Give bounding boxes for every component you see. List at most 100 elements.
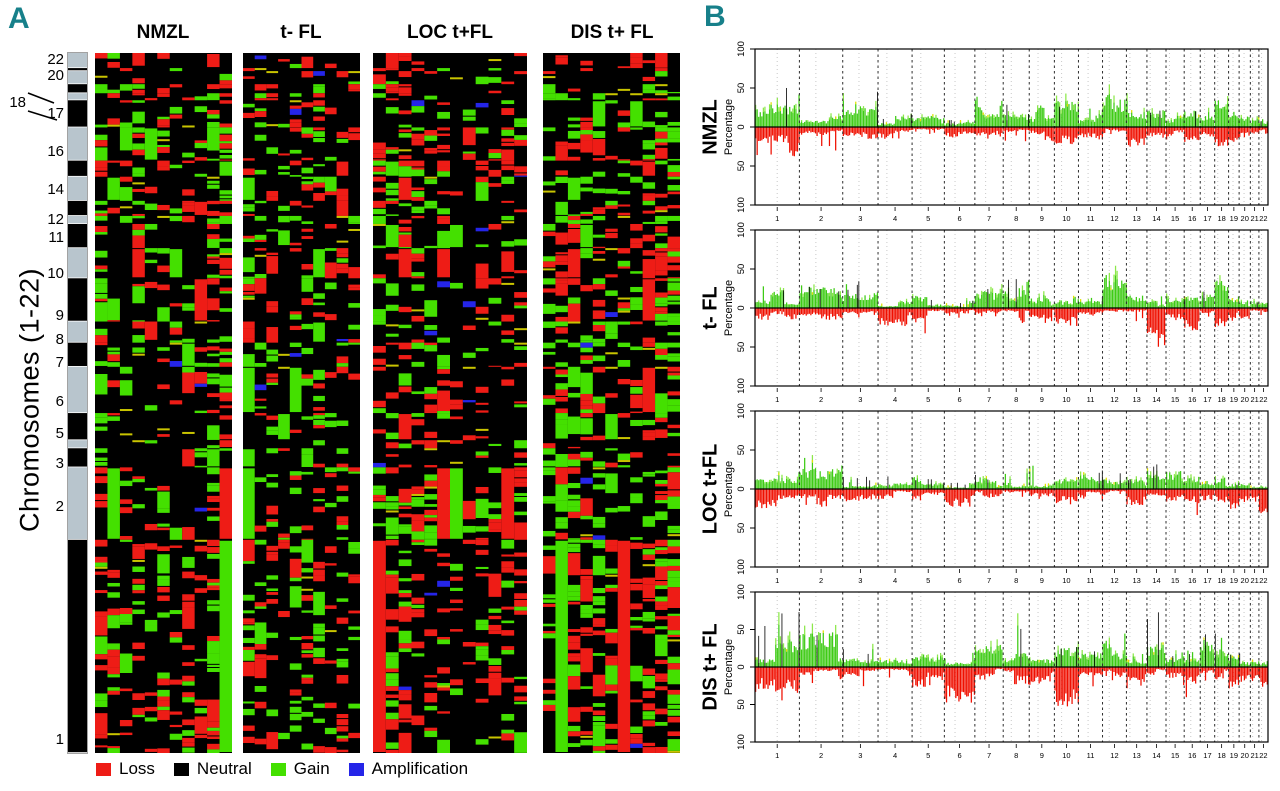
svg-text:17: 17 bbox=[1203, 576, 1211, 585]
chromosome-label: 22 bbox=[47, 51, 64, 68]
chromosome-label: 10 bbox=[47, 265, 64, 282]
chromosome-label: 16 bbox=[47, 143, 64, 160]
svg-text:100: 100 bbox=[737, 197, 747, 213]
svg-text:20: 20 bbox=[1241, 395, 1249, 404]
svg-text:19: 19 bbox=[1230, 576, 1238, 585]
chromosome-label: 9 bbox=[55, 307, 64, 324]
svg-text:18: 18 bbox=[1217, 395, 1225, 404]
svg-text:20: 20 bbox=[1241, 576, 1249, 585]
svg-text:50: 50 bbox=[737, 342, 747, 353]
legend-label: Neutral bbox=[196, 759, 252, 778]
plot-group-label: t- FL bbox=[699, 286, 722, 330]
gain-swatch bbox=[270, 762, 286, 776]
svg-text:100: 100 bbox=[737, 559, 747, 575]
svg-text:21: 21 bbox=[1250, 576, 1258, 585]
svg-text:22: 22 bbox=[1259, 576, 1267, 585]
heatmap-LOCt+FL bbox=[373, 53, 527, 753]
svg-text:0: 0 bbox=[737, 486, 747, 491]
svg-text:19: 19 bbox=[1230, 214, 1238, 223]
svg-text:13: 13 bbox=[1133, 576, 1141, 585]
svg-text:2: 2 bbox=[819, 214, 823, 223]
svg-text:12: 12 bbox=[1110, 214, 1118, 223]
svg-text:22: 22 bbox=[1259, 214, 1267, 223]
heatmap-group-header: LOC t+FL bbox=[406, 22, 494, 43]
svg-text:10: 10 bbox=[1062, 214, 1070, 223]
svg-text:50: 50 bbox=[737, 161, 747, 172]
svg-text:9: 9 bbox=[1040, 576, 1044, 585]
legend-item-amplification: Amplification bbox=[348, 759, 469, 779]
svg-text:100: 100 bbox=[737, 41, 747, 57]
svg-text:16: 16 bbox=[1188, 214, 1196, 223]
chromosome-label: 1 bbox=[55, 731, 64, 748]
svg-text:11: 11 bbox=[1087, 576, 1095, 585]
svg-text:14: 14 bbox=[1152, 576, 1160, 585]
legend-label: Gain bbox=[293, 759, 330, 778]
legend-label: Amplification bbox=[371, 759, 469, 778]
chromosome-label: 5 bbox=[55, 425, 64, 442]
svg-text:0: 0 bbox=[737, 124, 747, 129]
chromosome-label: 11 bbox=[48, 229, 64, 246]
svg-text:9: 9 bbox=[1040, 214, 1044, 223]
svg-text:1: 1 bbox=[775, 214, 779, 223]
svg-text:20: 20 bbox=[1241, 214, 1249, 223]
svg-text:22: 22 bbox=[1259, 395, 1267, 404]
svg-text:50: 50 bbox=[737, 523, 747, 534]
svg-text:4: 4 bbox=[893, 576, 897, 585]
legend-item-loss: Loss bbox=[96, 759, 155, 779]
chromosome-label: 12 bbox=[47, 211, 64, 228]
legend-item-gain: Gain bbox=[270, 759, 330, 779]
plot-group-label: NMZL bbox=[699, 99, 722, 155]
chromosome-label: 7 bbox=[55, 354, 64, 371]
svg-text:100: 100 bbox=[737, 222, 747, 238]
chromosome-label: 14 bbox=[47, 181, 64, 198]
svg-text:12: 12 bbox=[1110, 395, 1118, 404]
svg-text:2: 2 bbox=[819, 576, 823, 585]
svg-text:3: 3 bbox=[858, 395, 862, 404]
svg-text:21: 21 bbox=[1250, 214, 1258, 223]
svg-text:4: 4 bbox=[893, 214, 897, 223]
plot-ylabel: Percentage bbox=[723, 638, 735, 696]
plot-ylabel: Percentage bbox=[723, 98, 735, 156]
svg-text:10: 10 bbox=[1062, 395, 1070, 404]
panel-a-label: A bbox=[8, 2, 30, 35]
plot-ylabel: Percentage bbox=[723, 279, 735, 337]
svg-text:1: 1 bbox=[775, 395, 779, 404]
svg-text:6: 6 bbox=[958, 576, 962, 585]
neutral-swatch bbox=[173, 762, 189, 776]
svg-text:17: 17 bbox=[1203, 395, 1211, 404]
amplification-swatch bbox=[348, 762, 364, 776]
svg-text:16: 16 bbox=[1188, 576, 1196, 585]
svg-text:6: 6 bbox=[958, 395, 962, 404]
chromosome-label: 2 bbox=[55, 498, 64, 515]
svg-text:2: 2 bbox=[819, 395, 823, 404]
svg-text:7: 7 bbox=[987, 576, 991, 585]
svg-text:8: 8 bbox=[1014, 395, 1018, 404]
plot-group-label: LOC t+FL bbox=[699, 443, 722, 535]
svg-text:19: 19 bbox=[1230, 395, 1238, 404]
chromosome-ideogram bbox=[27, 52, 88, 754]
svg-text:8: 8 bbox=[1014, 576, 1018, 585]
svg-text:15: 15 bbox=[1171, 214, 1179, 223]
svg-text:100: 100 bbox=[737, 378, 747, 394]
svg-text:13: 13 bbox=[1133, 395, 1141, 404]
svg-text:9: 9 bbox=[1040, 395, 1044, 404]
heatmap-t-FL bbox=[243, 53, 360, 753]
svg-text:50: 50 bbox=[737, 83, 747, 94]
heatmap-group-header: NMZL bbox=[136, 22, 190, 43]
svg-text:10: 10 bbox=[1062, 576, 1070, 585]
svg-text:3: 3 bbox=[858, 214, 862, 223]
svg-text:50: 50 bbox=[737, 264, 747, 275]
svg-text:11: 11 bbox=[1087, 214, 1095, 223]
svg-text:100: 100 bbox=[737, 403, 747, 419]
plot-ylabel: Percentage bbox=[723, 460, 735, 518]
svg-text:18: 18 bbox=[1217, 576, 1225, 585]
legend-label: Loss bbox=[119, 759, 155, 778]
loss-swatch bbox=[96, 762, 111, 776]
chromosome-label: 8 bbox=[55, 331, 64, 348]
svg-text:5: 5 bbox=[926, 576, 930, 585]
svg-text:6: 6 bbox=[958, 214, 962, 223]
